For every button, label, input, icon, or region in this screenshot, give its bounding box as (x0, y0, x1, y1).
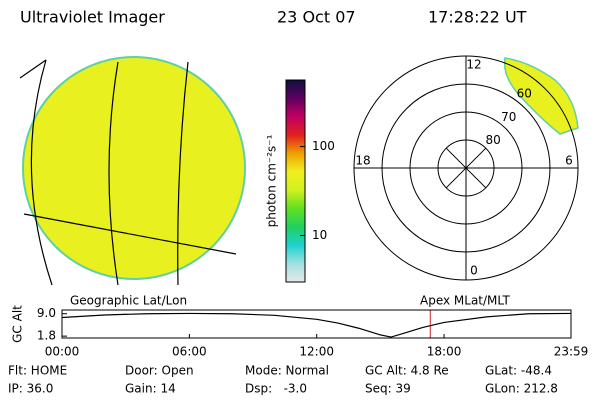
ring-label: 60 (517, 87, 532, 101)
earth-image (19, 56, 246, 286)
annotation: Geographic Lat/Lon (70, 294, 187, 308)
polar-diagonal (445, 147, 487, 189)
status-field: Seq: 39 (365, 382, 411, 396)
title: Ultraviolet Imager (20, 8, 165, 27)
status-field: Gain: 14 (125, 382, 176, 396)
mlt-label: 6 (565, 154, 573, 168)
annotation: Apex MLat/MLT (420, 294, 510, 308)
status-field: GC Alt: 4.8 Re (365, 364, 449, 378)
ring-label: 80 (486, 133, 501, 147)
date: 23 Oct 07 (277, 8, 356, 27)
time: 17:28:22 UT (428, 8, 527, 27)
status-field: Door: Open (125, 364, 194, 378)
x-tick-label: 00:00 (45, 345, 80, 359)
x-tick-label: 18:00 (427, 345, 462, 359)
status-field: GLat: -48.4 (485, 364, 552, 378)
x-tick-label: 12:00 (299, 345, 334, 359)
status-field: Mode: Normal (245, 364, 329, 378)
mlt-label: 18 (355, 154, 370, 168)
status-field: Dsp: -3.0 (245, 382, 307, 396)
y-tick-label: 9.0 (37, 306, 56, 320)
colorbar-label: photon cm⁻²s⁻¹ (265, 134, 279, 227)
status-field: IP: 36.0 (8, 382, 53, 396)
y-axis-label: GC Alt (11, 305, 25, 343)
y-tick-label: 1.8 (37, 329, 56, 343)
colorbar-tick-label: 100 (312, 139, 335, 153)
altitude-line (61, 312, 572, 338)
ring-label: 70 (501, 110, 516, 124)
status-field: GLon: 212.8 (485, 382, 558, 396)
mlt-label: 12 (466, 58, 481, 72)
x-tick-label: 06:00 (172, 345, 207, 359)
colorbar (285, 79, 306, 283)
status-field: Flt: HOME (8, 364, 67, 378)
colorbar-tick-label: 10 (312, 228, 327, 242)
x-tick-label: 23:59 (554, 345, 589, 359)
mlt-label: 0 (470, 264, 478, 278)
